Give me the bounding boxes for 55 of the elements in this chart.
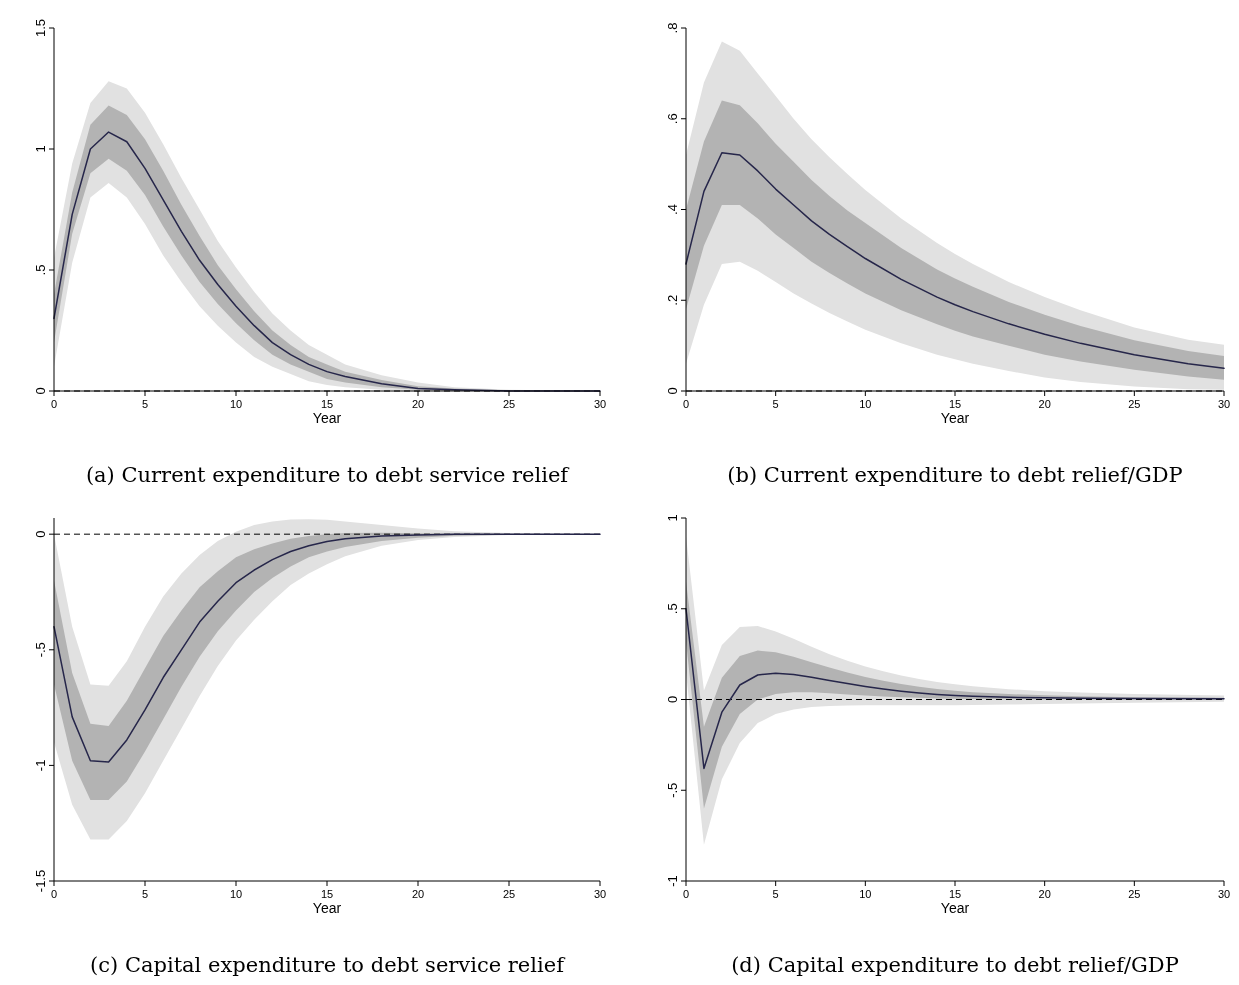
x-tick-label: 20 [1038, 398, 1051, 410]
x-tick-label: 25 [502, 888, 516, 900]
x-axis-title: Year [940, 900, 970, 916]
x-tick-label: 5 [772, 888, 779, 900]
x-tick-label: 30 [593, 398, 607, 410]
x-tick-label: 25 [1128, 398, 1141, 410]
x-tick-label: 25 [1128, 888, 1141, 900]
x-tick-label: 0 [50, 398, 58, 410]
x-tick-label: 0 [682, 888, 690, 900]
x-tick-label: 5 [141, 398, 149, 410]
y-tick-label: 0 [33, 530, 48, 538]
y-tick-label: .2 [665, 294, 680, 306]
y-tick-label: .8 [665, 22, 680, 34]
text: (b) Current expenditure to debt relief/GDP [727, 463, 1183, 487]
x-tick-label: 15 [948, 398, 962, 410]
y-tick-label: -1.5 [33, 869, 48, 893]
y-tick-label: .4 [665, 204, 680, 215]
text: (a) Current expenditure to debt service relief [85, 463, 571, 487]
x-tick-label: 5 [772, 398, 779, 410]
text: (d) Capital expenditure to debt relief/GDP [731, 953, 1179, 977]
y-tick-label: 0 [33, 387, 48, 395]
x-tick-label: 0 [682, 398, 690, 410]
x-tick-label: 20 [411, 888, 425, 900]
x-tick-label: 15 [320, 888, 334, 900]
y-tick-label: 0 [665, 387, 680, 395]
x-tick-label: 30 [1217, 888, 1231, 900]
y-tick-label: 1 [33, 145, 48, 153]
y-tick-label: .6 [665, 113, 680, 125]
x-tick-label: 5 [141, 888, 149, 900]
y-tick-label: 1.5 [33, 18, 48, 38]
x-axis-title: Year [940, 410, 970, 426]
x-tick-label: 15 [948, 888, 962, 900]
line-series [685, 152, 1225, 370]
x-tick-label: 30 [1217, 398, 1231, 410]
x-tick-label: 10 [859, 888, 872, 900]
y-tick-label: 1 [665, 514, 680, 522]
y-tick-label: -1 [665, 875, 680, 887]
text: (c) Capital expenditure to debt service relief [90, 953, 567, 977]
x-tick-label: 30 [593, 888, 607, 900]
y-tick-label: .5 [665, 603, 680, 615]
y-tick-label: -.5 [33, 642, 48, 658]
y-tick-label: .5 [33, 264, 48, 276]
x-tick-label: 0 [50, 888, 58, 900]
y-tick-label: -1 [33, 759, 48, 772]
x-tick-label: 20 [1038, 888, 1051, 900]
x-axis-title: Year [312, 410, 342, 426]
y-tick-label: 0 [665, 695, 680, 704]
x-tick-label: 15 [320, 398, 334, 410]
x-tick-label: 10 [229, 888, 243, 900]
x-tick-label: 25 [502, 398, 516, 410]
x-tick-label: 20 [411, 398, 425, 410]
x-tick-label: 10 [859, 398, 872, 410]
y-tick-label: -.5 [665, 782, 680, 798]
x-tick-label: 10 [229, 398, 243, 410]
x-axis-title: Year [312, 900, 342, 916]
